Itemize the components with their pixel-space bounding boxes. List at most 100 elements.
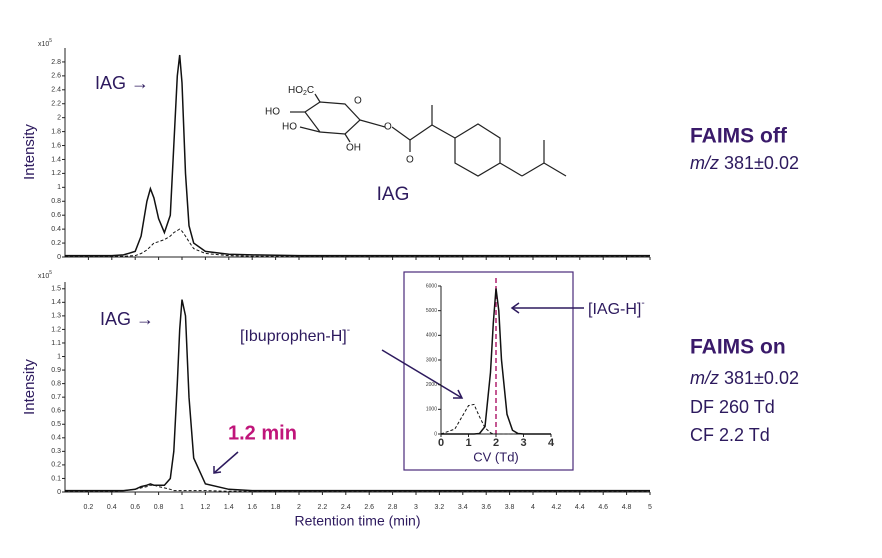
x-tick-label: 4.8 <box>622 504 632 511</box>
y-tick-label: 0.5 <box>51 421 61 428</box>
time-annotation: 1.2 min <box>228 422 297 444</box>
x-tick-label: 1 <box>465 437 471 449</box>
y-multiplier-exponent: 5 <box>49 38 52 44</box>
y-tick-label: 0.2 <box>51 240 61 247</box>
y-tick-label: 1.4 <box>51 156 61 163</box>
structure-label: OH <box>346 143 361 154</box>
arrow-head <box>213 466 222 474</box>
y-tick-label: 1 <box>57 353 61 360</box>
y-tick-label: 6000 <box>426 283 437 289</box>
x-tick-label: 2.8 <box>388 504 398 511</box>
structure-label: HO <box>265 107 280 118</box>
x-tick-label: 4 <box>531 504 535 511</box>
y-tick-label: 0.3 <box>51 448 61 455</box>
x-tick-label: 4.2 <box>552 504 562 511</box>
x-tick-label: 4 <box>548 437 555 449</box>
x-axis-label: Retention time (min) <box>294 513 420 529</box>
x-tick-label: 3.6 <box>481 504 491 511</box>
y-tick-label: 1.2 <box>51 170 61 177</box>
y-tick-label: 1000 <box>426 407 437 413</box>
y-tick-label: 0.6 <box>51 212 61 219</box>
side-line: DF 260 Td <box>690 397 775 417</box>
y-axis-label: Intensity <box>21 359 38 415</box>
trace <box>441 288 551 435</box>
y-tick-label: 0.4 <box>51 226 61 233</box>
side-heading: FAIMS off <box>690 125 788 148</box>
x-axis-label: CV (Td) <box>473 449 519 464</box>
side-line: CF 2.2 Td <box>690 425 770 445</box>
y-tick-label: 0.4 <box>51 435 61 442</box>
y-tick-label: 2000 <box>426 382 437 388</box>
inset-frame <box>403 271 574 471</box>
annotation-arrow <box>213 451 239 474</box>
x-tick-label: 0.6 <box>130 504 140 511</box>
x-tick-label: 1.8 <box>271 504 281 511</box>
side-line: m/z 381±0.02 <box>690 368 799 388</box>
y-tick-label: 0 <box>57 489 61 496</box>
y-tick-label: 4000 <box>426 333 437 339</box>
y-tick-label: 2.6 <box>51 73 61 80</box>
structure-name: IAG <box>377 184 410 205</box>
x-tick-label: 3.2 <box>435 504 445 511</box>
inset-label: [IAG-H]- <box>588 298 645 319</box>
structure-label: O <box>406 155 414 166</box>
x-tick-label: 2.4 <box>341 504 351 511</box>
y-multiplier: x105 <box>38 270 52 280</box>
y-tick-label: 1.3 <box>51 313 61 320</box>
peak-annotation: IAG → <box>100 309 154 329</box>
side-heading: FAIMS on <box>690 336 786 359</box>
x-tick-label: 4.4 <box>575 504 585 511</box>
trace <box>65 228 650 257</box>
y-tick-label: 1.2 <box>51 326 61 333</box>
x-tick-label: 3 <box>520 437 526 449</box>
y-tick-label: 0.1 <box>51 475 61 482</box>
y-tick-label: 1.6 <box>51 142 61 149</box>
structure-label: HO <box>282 122 297 133</box>
x-tick-label: 0.8 <box>154 504 164 511</box>
arrow-head <box>510 302 520 314</box>
x-tick-label: 4.6 <box>598 504 608 511</box>
structure-label: HO2C <box>288 85 314 97</box>
y-tick-label: 1.4 <box>51 299 61 306</box>
y-tick-label: 0.2 <box>51 462 61 469</box>
structure-label: O <box>384 122 392 133</box>
y-tick-label: 1.5 <box>51 286 61 293</box>
y-tick-label: 0.8 <box>51 198 61 205</box>
x-tick-label: 2.2 <box>318 504 328 511</box>
y-tick-label: 0.7 <box>51 394 61 401</box>
x-tick-label: 2 <box>493 437 499 449</box>
y-tick-label: 5000 <box>426 308 437 314</box>
side-line: m/z 381±0.02 <box>690 153 799 173</box>
y-multiplier-base: x10 <box>38 273 49 280</box>
y-tick-label: 1.8 <box>51 128 61 135</box>
x-tick-label: 0.4 <box>107 504 117 511</box>
annotation-arrow <box>381 349 463 399</box>
x-tick-label: 1.6 <box>247 504 257 511</box>
y-tick-label: 2 <box>57 115 61 122</box>
x-tick-label: 3 <box>414 504 418 511</box>
y-tick-label: 0.8 <box>51 380 61 387</box>
x-tick-label: 1.4 <box>224 504 234 511</box>
trace <box>65 484 650 492</box>
y-tick-label: 0.6 <box>51 408 61 415</box>
y-tick-label: 2.8 <box>51 59 61 66</box>
y-tick-label: 3000 <box>426 357 437 363</box>
y-tick-label: 0.9 <box>51 367 61 374</box>
y-tick-label: 2.2 <box>51 101 61 108</box>
y-tick-label: 0 <box>434 431 437 437</box>
peak-annotation: IAG → <box>95 73 149 93</box>
y-axis-label: Intensity <box>21 124 38 180</box>
inset-label: [Ibuprophen-H]- <box>240 325 350 346</box>
x-tick-label: 3.4 <box>458 504 468 511</box>
y-multiplier: x105 <box>38 38 52 48</box>
x-tick-label: 2 <box>297 504 301 511</box>
y-tick-label: 1 <box>57 184 61 191</box>
y-tick-label: 0 <box>57 254 61 261</box>
x-tick-label: 1.2 <box>201 504 211 511</box>
x-tick-label: 0 <box>438 437 444 449</box>
x-tick-label: 5 <box>648 504 652 511</box>
x-tick-label: 2.6 <box>364 504 374 511</box>
arrow-head <box>453 389 464 399</box>
trace <box>65 54 650 257</box>
